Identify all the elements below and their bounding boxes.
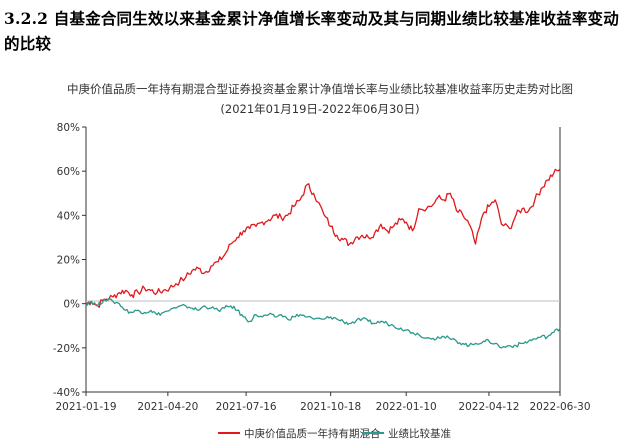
legend: 中庚价值品质一年持有期混合 业绩比较基准 [218, 427, 451, 440]
series-line-fund [85, 168, 561, 308]
section-heading: 3.2.2 自基金合同生效以来基金累计净值增长率变动及其与同期业绩比较基准收益率… [4, 9, 619, 53]
series-lines [85, 168, 561, 349]
x-tick-label: 2022-01-10 [376, 401, 437, 413]
y-tick-label: 20% [57, 255, 80, 267]
y-tick-label: -40% [53, 387, 80, 399]
series-line-benchmark [85, 298, 561, 349]
x-tick-labels: 2021-01-19 2021-04-20 2021-07-16 2021-10-18… [55, 392, 591, 413]
y-tick-label: 60% [57, 166, 80, 178]
x-tick-label: 2021-10-18 [300, 401, 361, 413]
y-tick-label: 40% [57, 210, 80, 222]
chart-title: 中庚价值品质一年持有期混合型证券投资基金累计净值增长率与业绩比较基准收益率历史走… [67, 82, 573, 96]
y-tick-label: -20% [53, 343, 80, 355]
legend-label-benchmark: 业绩比较基准 [388, 427, 451, 440]
x-tick-label: 2021-01-19 [55, 401, 116, 413]
x-tick-label: 2022-04-12 [458, 401, 519, 413]
x-tick-label: 2021-04-20 [137, 401, 198, 413]
x-tick-label: 2021-07-16 [216, 401, 277, 413]
chart-subtitle: (2021年01月19日-2022年06月30日) [220, 102, 419, 116]
y-tick-label: 80% [57, 122, 80, 134]
y-tick-labels: 80% 60% 40% 20% 0% -20% -40% [53, 122, 86, 399]
legend-label-fund: 中庚价值品质一年持有期混合 [244, 427, 381, 440]
x-tick-label: 2022-06-30 [529, 401, 590, 413]
y-tick-label: 0% [63, 299, 80, 311]
